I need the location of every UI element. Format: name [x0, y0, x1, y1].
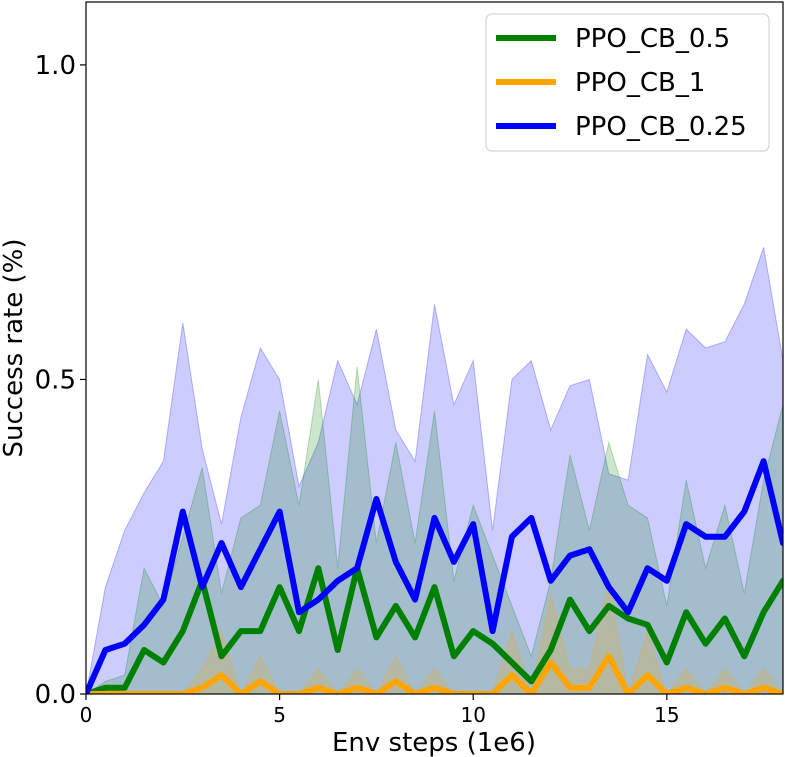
x-tick-label: 15: [654, 703, 679, 727]
y-tick-label: 0.5: [35, 365, 76, 395]
line-ppo-cb-1: [86, 653, 783, 694]
legend-label-ppo-cb-1: PPO_CB_1: [575, 68, 705, 98]
y-axis-label: Success rate (%): [0, 239, 29, 458]
legend-label-ppo-cb-0-25: PPO_CB_0.25: [575, 112, 747, 142]
line-ppo-cb-0-25: [86, 458, 783, 694]
x-tick-label: 10: [460, 703, 485, 727]
legend: PPO_CB_0.5 PPO_CB_1 PPO_CB_0.25: [485, 13, 770, 152]
x-axis: 0 5 10 15: [80, 694, 680, 727]
legend-label-ppo-cb-0-5: PPO_CB_0.5: [575, 24, 730, 54]
legend-box: [485, 13, 770, 152]
y-axis: 0.0 0.5 1.0: [35, 51, 86, 710]
series-lines: [86, 458, 783, 694]
x-axis-label: Env steps (1e6): [332, 728, 536, 757]
x-tick-label: 0: [80, 703, 93, 727]
plot-frame: [85, 1, 784, 695]
y-tick-label: 1.0: [35, 51, 76, 81]
y-tick-label: 0.0: [35, 680, 76, 710]
x-tick-label: 5: [273, 703, 286, 727]
